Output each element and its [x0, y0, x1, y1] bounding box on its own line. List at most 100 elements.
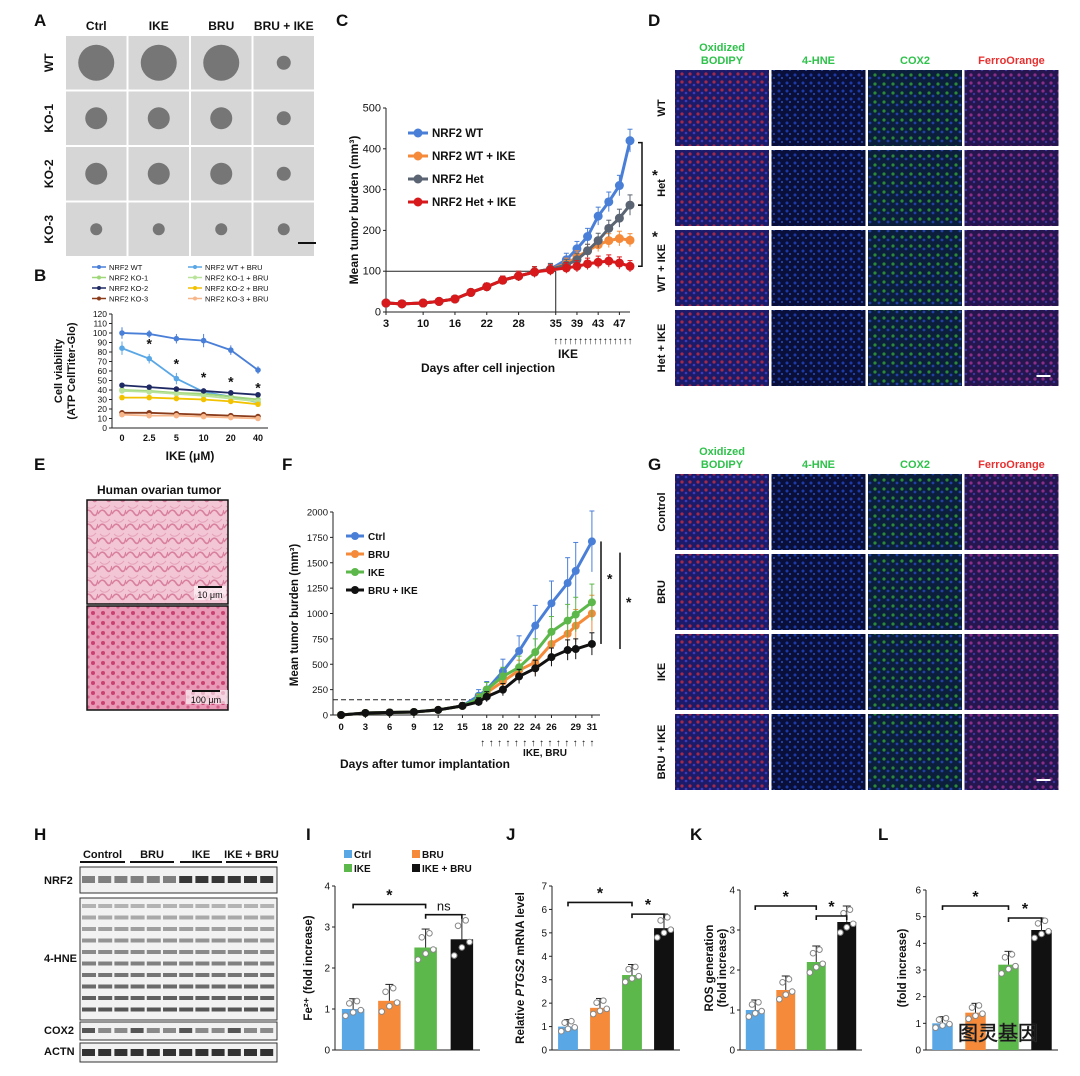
y-tick-label: 1250	[307, 584, 328, 595]
blot-band	[211, 984, 226, 989]
replicate-point	[625, 965, 632, 973]
y-tick-label: 1	[324, 1005, 330, 1016]
y-tick-label: 5	[915, 912, 921, 923]
replicate-point	[1008, 951, 1016, 958]
series-line	[122, 396, 259, 406]
blot-band	[163, 984, 177, 989]
y-tick-label: 1	[541, 1022, 547, 1033]
row-label: WT	[656, 99, 668, 116]
x-tick-label: 15	[457, 722, 468, 733]
y-tick-label: 400	[363, 143, 381, 155]
bar	[1031, 930, 1052, 1050]
replicate-point	[837, 929, 844, 936]
replicate-point	[819, 960, 826, 968]
x-tick-label: 10	[199, 433, 209, 443]
row-label: WT + IKE	[656, 244, 668, 292]
blot-band	[114, 984, 129, 989]
data-point	[146, 412, 152, 419]
fluorescence-image	[868, 230, 962, 306]
replicate-point	[972, 1012, 979, 1020]
dosing-arrow: ↑	[573, 336, 578, 347]
significance-marker: ns	[437, 899, 451, 914]
bar	[837, 922, 857, 1050]
blot-band	[260, 915, 275, 920]
replicate-point	[843, 923, 851, 931]
blot-band	[244, 1007, 258, 1012]
blot-band	[98, 938, 113, 943]
blot-band	[130, 973, 145, 977]
spheroid	[147, 162, 170, 185]
fluorescence-image	[675, 714, 769, 790]
blot-band	[244, 938, 258, 943]
significance-marker: *	[652, 167, 658, 184]
data-point	[434, 296, 444, 306]
y-tick-label: 4	[541, 952, 547, 963]
series-line	[121, 332, 259, 371]
data-point	[583, 232, 593, 242]
data-point	[593, 257, 603, 267]
spheroid	[85, 107, 108, 130]
dosing-arrow: ↑	[514, 738, 519, 749]
blot-band	[260, 973, 275, 977]
blot-band	[146, 904, 161, 908]
x-tick-label: 39	[571, 318, 583, 330]
blot-band	[82, 973, 96, 977]
spheroid	[90, 223, 103, 236]
y-axis-label: Fe²⁺ (fold increase)	[303, 915, 315, 1020]
blot-band-label: COX2	[44, 1025, 74, 1037]
blot-band	[195, 876, 209, 883]
blot-band	[98, 973, 113, 977]
blot-band	[130, 1007, 145, 1012]
blot-band	[114, 1028, 128, 1033]
replicate-point	[946, 1020, 953, 1028]
blot-band	[244, 1028, 257, 1033]
scalebar-label: 10 μm	[197, 590, 222, 600]
fluorescence-image	[868, 714, 962, 790]
row-label: KO-3	[42, 215, 56, 244]
replicate-point	[812, 963, 820, 971]
y-tick-label: 0	[541, 1046, 547, 1057]
blot-band	[130, 876, 144, 883]
blot-band	[211, 927, 226, 931]
data-point	[547, 599, 556, 608]
fluorescence-image	[675, 474, 769, 550]
blot-band	[82, 904, 96, 908]
blot-band	[244, 927, 258, 931]
bar	[965, 1012, 986, 1050]
data-point	[119, 330, 125, 336]
blot-band	[195, 927, 210, 931]
replicate-point	[342, 1012, 349, 1020]
blot-band	[195, 961, 210, 966]
replicate-point	[382, 988, 389, 996]
blot-band	[179, 1028, 193, 1033]
dosing-arrow: ↑	[618, 336, 623, 347]
column-label: 4-HNE	[802, 55, 835, 67]
blot-band	[163, 961, 177, 966]
data-point	[583, 259, 593, 269]
data-point	[146, 355, 152, 362]
replicate-point	[816, 946, 823, 953]
blot-band	[114, 1049, 128, 1056]
blot-band	[227, 996, 242, 1000]
y-axis-label: (ATP CellTiter-Glo)	[66, 322, 78, 420]
replicate-point	[776, 995, 783, 1003]
y-tick-label: 2	[729, 966, 735, 977]
data-point	[515, 647, 524, 656]
blot-band	[114, 950, 129, 954]
panel-letter-a: A	[34, 11, 46, 30]
fluorescence-image	[675, 310, 769, 386]
blot-band	[195, 973, 210, 977]
fluorescence-image	[964, 310, 1059, 386]
panel-e-title: Human ovarian tumor	[97, 483, 221, 497]
fluorescence-image	[771, 474, 866, 550]
data-point	[593, 211, 603, 221]
blot-band	[114, 961, 129, 966]
blot-band	[98, 961, 113, 966]
series-line	[121, 389, 259, 401]
fluorescence-image	[771, 70, 866, 146]
data-point	[337, 711, 346, 719]
dosing-arrow: ↑	[564, 738, 569, 749]
replicate-point	[571, 1024, 579, 1031]
legend-label: BRU	[422, 850, 444, 861]
replicate-point	[751, 1010, 759, 1017]
